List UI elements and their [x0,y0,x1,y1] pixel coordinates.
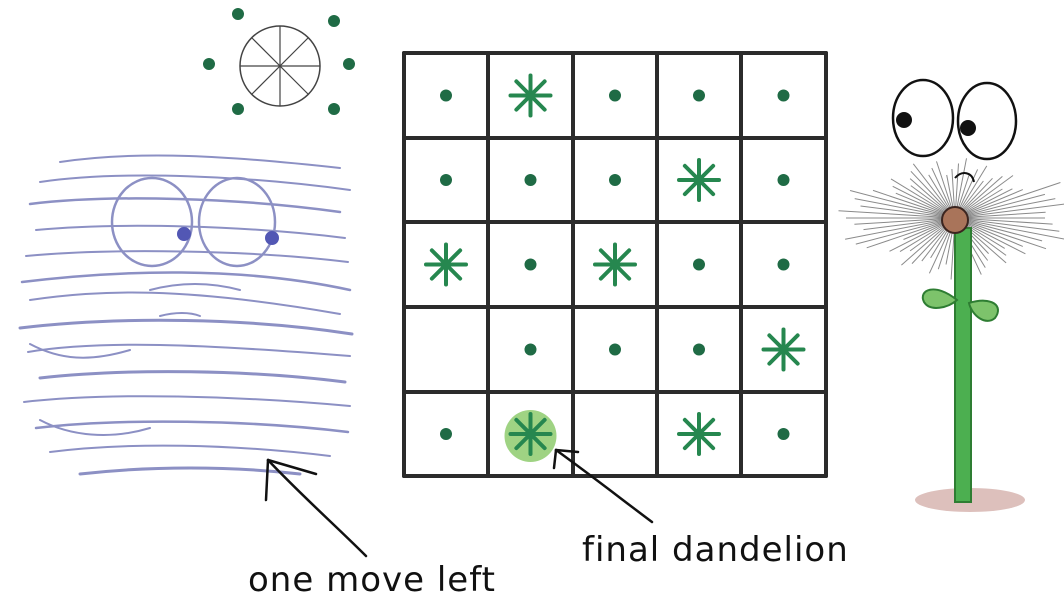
cell-r1-c2-seed [609,174,621,186]
dandelion-right-pupil [960,120,976,136]
stem [954,227,972,503]
dandelion-left-eye [891,78,955,158]
puff-strand [854,217,956,225]
puff-strand [954,182,1061,219]
arrow-one-move-left [264,458,368,558]
puff-strand [954,193,1046,219]
puff-strand [954,198,1056,219]
puff-strand [872,189,956,219]
puff-strand [855,217,956,245]
wind-character [18,154,354,476]
puff-strand [838,210,956,219]
puff-strand [860,205,956,219]
cell-r4-c4-seed [777,428,790,440]
game-board [402,51,828,478]
puff-strand [954,217,1060,232]
compass-dot-nw [232,8,244,20]
wind-right-eye [197,176,277,268]
puff-strand [954,217,1043,242]
cell-r0-c0-seed [440,89,452,102]
cell-r2-c4-seed [777,258,790,271]
puff-strand [863,217,956,231]
puff-strand [866,217,956,249]
flower-head [941,206,969,234]
puff-strand [954,217,1053,225]
cell-r2-c1-seed [524,258,537,271]
cell-r1-c3-dandelion-stroke-3 [682,163,716,197]
cell-r3-c3-seed [693,343,705,356]
dandelion-character [838,78,1064,512]
cell-r2-c2-dandelion-stroke-3 [598,248,632,281]
cell-r1-c1-seed [524,174,537,186]
leaf-left [921,288,959,309]
leaf-right [967,299,999,322]
wind-left-eye [110,176,194,268]
cell-r1-c0-seed [440,174,452,186]
cell-r0-c2-seed [609,89,621,102]
cell-r2-c0-dandelion-stroke-3 [429,248,463,281]
one-move-left-label: one move left [248,560,496,600]
cell-r1-c4-seed [777,174,790,186]
compass-dot-sw [232,103,244,115]
wind-right-pupil [265,231,279,245]
puff-strand [954,217,1047,250]
cell-r3-c2-seed [609,343,621,356]
compass-dot-se [328,103,340,115]
dandelion-right-eye [956,81,1018,161]
puff-strand [845,217,956,240]
cell-r3-c4-dandelion-stroke-3 [767,333,800,366]
wind-compass [203,8,355,115]
final-dandelion-label: final dandelion [582,530,849,570]
cell-r3-c1-seed [524,343,537,356]
puff-strand [954,217,1064,240]
cell-r4-c0-seed [440,428,452,440]
puff-strand [849,190,956,219]
dandelion-mouth [954,172,975,183]
compass-dot-ne [328,15,340,27]
cell-r4-c3-dandelion-stroke-3 [682,417,716,451]
cell-r2-c3-seed [693,258,705,271]
cell-r0-c3-seed [693,89,705,102]
puff-strand [854,198,956,219]
cell-r4-c1-final-dandelion-stroke-3 [514,417,547,451]
arrow-final-dandelion [552,448,654,524]
wind-left-pupil [177,227,191,241]
cell-r0-c4-seed [777,89,790,102]
compass-spoke-diagonal-2 [251,37,309,95]
puff-strand [954,203,1064,219]
cell-r0-c1-dandelion-stroke-3 [514,79,547,112]
compass-dot-w [203,58,215,70]
compass-dot-e [343,58,355,70]
puff-strand [954,211,1046,219]
dandelion-left-pupil [896,112,912,128]
